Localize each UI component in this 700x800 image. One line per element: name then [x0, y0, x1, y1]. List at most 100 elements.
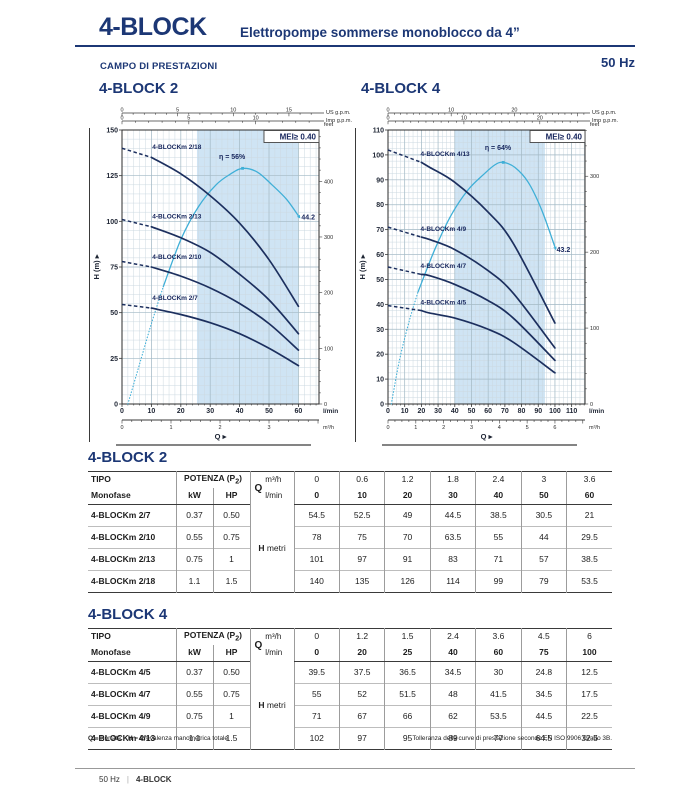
footnote-tolerance: Tolleranza delle curve di prestazione se…: [412, 735, 612, 742]
chart-text: 5: [526, 425, 529, 431]
lmin-value-header: 100: [566, 645, 612, 662]
chart-text: 125: [106, 173, 118, 180]
lmin-value-header: 20: [384, 488, 431, 505]
chart-text: 5: [176, 108, 179, 114]
product-title: 4-BLOCK: [99, 13, 207, 41]
chart-text: 10: [461, 116, 467, 122]
footnote-h-symbol: H: [127, 735, 133, 742]
product-subtitle: Elettropompe sommerse monoblocco da 4”: [240, 25, 520, 40]
col-header-hp: HP: [212, 488, 251, 505]
chart-text: 4-BLOCKm 2/7: [152, 295, 198, 302]
chart-text: Q ▸: [215, 432, 228, 441]
chart-text: 4-BLOCKm 2/18: [152, 144, 202, 151]
chart-text: feet: [590, 122, 600, 128]
chart-text: 3: [470, 425, 473, 431]
mei-box: [529, 130, 586, 143]
m3h-value-header: 2.4: [429, 628, 476, 645]
head-value-cell: 32.5: [566, 727, 612, 750]
head-value-cell: 97: [338, 548, 385, 571]
chart-text: 200: [590, 250, 599, 256]
col-header-monofase: Monofase: [88, 488, 176, 505]
chart-text: 100: [106, 219, 118, 226]
col-header-hp: HP: [212, 645, 251, 662]
chart-text: l/min: [323, 408, 338, 415]
chart-text: 100: [372, 152, 384, 159]
chart-text: 50: [376, 277, 384, 284]
kw-cell: 0.55: [175, 526, 213, 549]
chart-text: 300: [324, 235, 333, 241]
h-metri-cell: H metri: [249, 661, 295, 750]
lmin-value-header: 40: [475, 488, 522, 505]
efficiency-curve: [417, 161, 556, 293]
col-header-monofase: Monofase: [88, 645, 176, 662]
head-value-cell: 63.5: [429, 526, 476, 549]
chart-text: 300: [590, 174, 599, 180]
head-value-cell: 21: [566, 504, 612, 527]
chart-text: η = 64%: [485, 145, 512, 152]
chart-text: US g.p.m.: [592, 110, 617, 116]
hp-cell: 1: [212, 705, 251, 728]
q-symbol: Q: [254, 482, 263, 494]
chart-text: 10: [230, 108, 236, 114]
head-value-cell: 44.5: [429, 504, 476, 527]
head-value-cell: 44.5: [520, 705, 567, 728]
footer-rule: [75, 768, 635, 769]
head-value-cell: 102: [293, 727, 340, 750]
efficiency-arrow: [296, 214, 301, 219]
chart-text: m³/h: [589, 425, 600, 431]
chart-text: 0: [120, 108, 123, 114]
lmin-value-header: 30: [429, 488, 476, 505]
m3h-unit-label: m³/h: [265, 474, 282, 484]
chart-text: 4-BLOCKm 2/13: [152, 214, 202, 221]
table-row: 4-BLOCKm 4/13 1.1 1.5 102 97 95 89 77 64.5 32.5: [88, 727, 612, 750]
chart-title-4block2: 4-BLOCK 2: [99, 80, 179, 97]
chart-text: 43.2: [557, 247, 571, 254]
chart-text: 0: [120, 408, 124, 415]
y-axis-label: H (m) ▸: [92, 253, 101, 279]
pump-curve: [150, 307, 300, 367]
footer-product: 4-BLOCK: [135, 775, 172, 784]
h-symbol: H: [258, 542, 265, 553]
chart-text: 44.2: [301, 215, 315, 222]
hp-cell: 0.50: [212, 504, 251, 527]
chart-text: 10: [401, 408, 409, 415]
head-value-cell: 34.5: [429, 661, 476, 684]
pump-curve: [150, 156, 300, 308]
table-row: 4-BLOCKm 4/5 0.37 0.50 H metri 39.5 37.5 36.5 3…: [88, 661, 612, 750]
q-symbol: Q: [254, 639, 263, 651]
head-value-cell: 79: [520, 570, 567, 593]
pump-model-cell: 4-BLOCKm 2/10: [88, 526, 176, 549]
lmin-value-header: 20: [338, 645, 385, 662]
chart-text: 100: [549, 408, 561, 415]
head-value-cell: 53.5: [475, 705, 522, 728]
chart-text: 50: [110, 310, 118, 317]
footnote-legend: Q = Portata H = Prevalenza manometrica t…: [88, 735, 228, 742]
head-value-cell: 39.5: [293, 661, 340, 684]
y-axis-label: H (m) ▸: [358, 253, 367, 279]
chart-text: 75: [110, 265, 118, 272]
chart-text: 110: [373, 128, 384, 135]
footer-divider: |: [126, 775, 129, 784]
chart-text: 0: [386, 108, 389, 114]
pump-model-cell: 4-BLOCKm 4/9: [88, 705, 176, 728]
chart-text: 0: [386, 116, 389, 122]
m3h-value-header: 0: [293, 471, 340, 488]
head-value-cell: 55: [293, 683, 340, 706]
section-label: CAMPO DI PRESTAZIONI: [100, 61, 218, 72]
head-value-cell: 64.5: [520, 727, 567, 750]
col-header-tipo: TIPO: [91, 474, 111, 485]
lmin-unit-label: l/min: [265, 647, 283, 657]
col-header-potenza: POTENZA (P2): [175, 471, 251, 488]
pump-model-cell: 4-BLOCKm 4/13: [88, 727, 176, 750]
chart-text: 0: [120, 116, 123, 122]
head-value-cell: 62: [429, 705, 476, 728]
kw-cell: 0.75: [175, 548, 213, 571]
head-value-cell: 77: [475, 727, 522, 750]
chart-text: 200: [324, 291, 333, 297]
head-value-cell: 71: [293, 705, 340, 728]
head-value-cell: 89: [429, 727, 476, 750]
head-value-cell: 49: [384, 504, 431, 527]
